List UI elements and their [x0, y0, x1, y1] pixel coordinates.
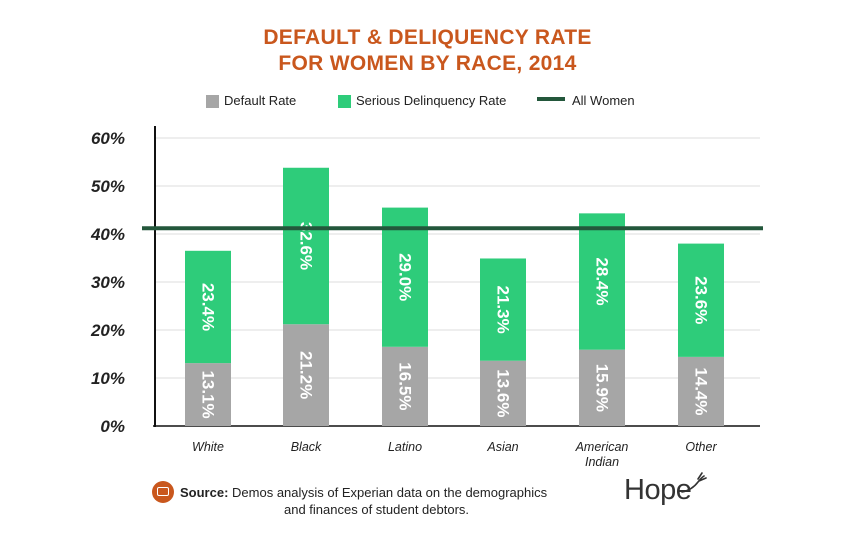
data-label-delinquency: 21.3%: [494, 285, 513, 333]
legend-label-all-women: All Women: [572, 93, 635, 108]
bar-default: [382, 346, 428, 426]
legend-line-all-women: [537, 97, 565, 101]
y-tick-label: 10%: [91, 369, 125, 388]
y-tick-label: 50%: [91, 177, 125, 196]
x-tick-label: Asian: [486, 440, 518, 454]
bar-delinquency: [283, 167, 329, 325]
chart-title-line1: DEFAULT & DELIQUENCY RATE: [263, 26, 592, 49]
y-tick-label: 60%: [91, 129, 125, 148]
x-tick-label: American: [575, 440, 629, 454]
y-tick-label: 40%: [90, 225, 125, 244]
data-label-delinquency: 23.4%: [199, 283, 218, 331]
bar-default: [480, 360, 526, 426]
x-tick-label: White: [192, 440, 224, 454]
data-label-default: 13.6%: [494, 369, 513, 417]
data-label-default: 21.2%: [297, 351, 316, 399]
legend: Default Rate Serious Delinquency Rate Al…: [0, 92, 855, 112]
x-tick-label: Indian: [585, 455, 619, 469]
legend-swatch-delinquency: [338, 95, 351, 108]
source-text-line1: Demos analysis of Experian data on the d…: [232, 485, 548, 500]
source-note: Source: Demos analysis of Experian data …: [180, 484, 547, 518]
legend-swatch-default: [206, 95, 219, 108]
bar-delinquency: [579, 213, 625, 350]
data-label-default: 15.9%: [593, 364, 612, 412]
data-label-default: 13.1%: [199, 370, 218, 418]
legend-label-delinquency: Serious Delinquency Rate: [356, 93, 507, 108]
hope-logo-text: Hope: [624, 474, 692, 506]
chart-title-line2: FOR WOMEN BY RACE, 2014: [278, 52, 577, 75]
x-tick-label: Latino: [388, 440, 422, 454]
data-label-delinquency: 29.0%: [396, 253, 415, 301]
data-label-delinquency: 23.6%: [692, 276, 711, 324]
legend-label-default: Default Rate: [224, 93, 297, 108]
computer-icon: [152, 481, 174, 503]
bar-default: [579, 349, 625, 426]
data-label-default: 14.4%: [692, 367, 711, 415]
data-label-default: 16.5%: [396, 362, 415, 410]
bar-default: [283, 324, 329, 426]
bar-delinquency: [678, 243, 724, 357]
y-tick-label: 30%: [91, 273, 125, 292]
bird-icon: [681, 472, 707, 493]
data-label-delinquency: 28.4%: [593, 257, 612, 305]
source-label: Source:: [180, 485, 229, 500]
bar-delinquency: [185, 250, 231, 364]
bar-default: [678, 356, 724, 426]
y-tick-label: 0%: [100, 417, 125, 436]
source-text-line2: and finances of student debtors.: [284, 502, 470, 517]
bar-default: [185, 363, 231, 426]
bar-delinquency: [382, 207, 428, 347]
x-tick-label: Other: [685, 440, 717, 454]
x-tick-label: Black: [291, 440, 322, 454]
data-label-delinquency: 32.6%: [297, 222, 316, 270]
bar-delinquency: [480, 258, 526, 361]
y-tick-label: 20%: [90, 321, 125, 340]
